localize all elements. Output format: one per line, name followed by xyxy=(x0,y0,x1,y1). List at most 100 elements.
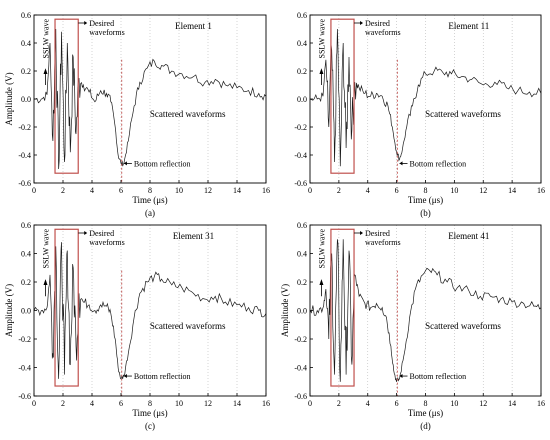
y-tick-label: -0.4 xyxy=(294,364,307,373)
sslw-arrowhead xyxy=(319,68,324,74)
bottom-reflection-arrowhead xyxy=(123,161,127,166)
y-tick-label: 0.4 xyxy=(21,250,31,259)
x-tick-label: 8 xyxy=(424,186,428,195)
desired-waveforms-box xyxy=(330,18,355,174)
sslw-arrowhead xyxy=(43,279,48,285)
x-tick-label: 8 xyxy=(424,399,428,408)
y-tick-label: 0.6 xyxy=(21,11,31,20)
x-tick-label: 0 xyxy=(32,186,36,195)
sslw-label: SSLW wave xyxy=(317,229,326,269)
x-tick-label: 2 xyxy=(61,399,65,408)
y-tick-label: 0.6 xyxy=(21,221,31,230)
bottom-reflection-label: Bottom reflection xyxy=(410,159,467,168)
desired-arrowhead xyxy=(360,21,364,25)
bottom-reflection-label: Bottom reflection xyxy=(134,372,191,381)
x-tick-label: 6 xyxy=(119,186,123,195)
x-tick-label: 14 xyxy=(233,186,241,195)
x-tick-label: 4 xyxy=(366,399,370,408)
x-axis-title: Time (μs) xyxy=(408,408,443,418)
element-label: Element 1 xyxy=(175,21,212,31)
element-label: Element 41 xyxy=(448,231,489,241)
sslw-arrowhead xyxy=(319,279,324,285)
y-tick-label: -0.4 xyxy=(18,364,31,373)
sslw-label: SSLW wave xyxy=(317,19,326,59)
x-tick-label: 16 xyxy=(537,186,545,195)
x-tick-label: 16 xyxy=(262,186,270,195)
y-tick-label: -0.2 xyxy=(18,123,31,132)
waveform-line xyxy=(33,28,267,170)
y-tick-label: -0.6 xyxy=(294,179,307,188)
waveform-line xyxy=(33,242,267,380)
x-tick-label: 4 xyxy=(90,186,94,195)
y-tick-label: 0.0 xyxy=(21,307,31,316)
element-label: Element 31 xyxy=(173,231,214,241)
chart-panel-3: 0 2 4 6 8 10 12 14 16 -0.6 -0.4 -0.2 0.0 0.2 0.4 0.6 Tim… xyxy=(4,221,270,431)
x-tick-label: 6 xyxy=(119,399,123,408)
x-tick-label: 14 xyxy=(233,399,241,408)
x-tick-label: 10 xyxy=(450,186,458,195)
desired-waveforms-box xyxy=(54,18,79,174)
y-tick-label: 0.4 xyxy=(21,39,31,48)
y-tick-label: 0.6 xyxy=(297,11,307,20)
y-tick-label: -0.2 xyxy=(18,335,31,344)
x-tick-label: 8 xyxy=(148,186,152,195)
desired-label-line1: Desired xyxy=(89,229,114,238)
y-axis-title: Amplitude (V) xyxy=(280,284,290,337)
y-axis-title: Amplitude (V) xyxy=(4,284,14,337)
y-tick-label: 0.0 xyxy=(297,307,307,316)
y-tick-label: -0.6 xyxy=(18,392,31,401)
y-tick-label: 0.6 xyxy=(297,221,307,230)
scattered-label: Scattered waveforms xyxy=(425,321,501,331)
sslw-label: SSLW wave xyxy=(42,229,51,269)
x-tick-label: 2 xyxy=(61,186,65,195)
y-tick-label: -0.4 xyxy=(294,151,307,160)
y-tick-label: -0.6 xyxy=(18,179,31,188)
scattered-label: Scattered waveforms xyxy=(150,321,226,331)
y-tick-label: 0.2 xyxy=(297,67,307,76)
y-tick-label: -0.6 xyxy=(294,392,307,401)
y-tick-label: 0.2 xyxy=(21,67,31,76)
x-tick-label: 12 xyxy=(479,186,487,195)
desired-waveforms-box xyxy=(54,228,79,387)
x-tick-label: 12 xyxy=(204,186,212,195)
y-tick-label: 0.4 xyxy=(297,39,307,48)
desired-arrowhead xyxy=(360,231,364,235)
x-tick-label: 6 xyxy=(395,186,399,195)
sslw-arrowhead xyxy=(43,68,48,74)
x-tick-label: 10 xyxy=(175,399,183,408)
scattered-label: Scattered waveforms xyxy=(425,109,501,119)
x-tick-label: 8 xyxy=(148,399,152,408)
panel-label: (d) xyxy=(420,421,431,431)
x-tick-label: 2 xyxy=(337,186,341,195)
x-tick-label: 6 xyxy=(395,399,399,408)
x-tick-label: 2 xyxy=(337,399,341,408)
y-tick-label: -0.4 xyxy=(18,151,31,160)
x-tick-label: 4 xyxy=(366,186,370,195)
x-tick-label: 10 xyxy=(450,399,458,408)
desired-label-line2: waveforms xyxy=(365,28,401,37)
desired-waveforms-box xyxy=(330,228,355,387)
desired-label-line2: waveforms xyxy=(89,28,125,37)
x-axis-title: Time (μs) xyxy=(132,195,167,205)
chart-panel-4: 0 2 4 6 8 10 12 14 16 -0.6 -0.4 -0.2 0.0 0.2 0.4 0.6 Tim… xyxy=(280,221,545,431)
y-tick-label: 0.4 xyxy=(297,250,307,259)
bottom-reflection-arrowhead xyxy=(123,374,127,379)
x-tick-label: 14 xyxy=(508,186,516,195)
desired-arrowhead xyxy=(84,21,88,25)
desired-label-line1: Desired xyxy=(365,229,390,238)
x-tick-label: 16 xyxy=(537,399,545,408)
desired-label-line2: waveforms xyxy=(365,238,401,247)
y-tick-label: 0.2 xyxy=(21,278,31,287)
waveform-line xyxy=(309,239,542,382)
scattered-label: Scattered waveforms xyxy=(150,109,226,119)
y-tick-label: -0.2 xyxy=(294,335,307,344)
y-tick-label: 0.2 xyxy=(297,278,307,287)
x-tick-label: 12 xyxy=(479,399,487,408)
x-axis-title: Time (μs) xyxy=(132,408,167,418)
x-axis-title: Time (μs) xyxy=(408,195,443,205)
desired-label-line1: Desired xyxy=(89,19,114,28)
desired-label-line1: Desired xyxy=(365,19,390,28)
bottom-reflection-arrowhead xyxy=(399,374,403,379)
sslw-label: SSLW wave xyxy=(42,19,51,59)
y-tick-label: -0.2 xyxy=(294,123,307,132)
